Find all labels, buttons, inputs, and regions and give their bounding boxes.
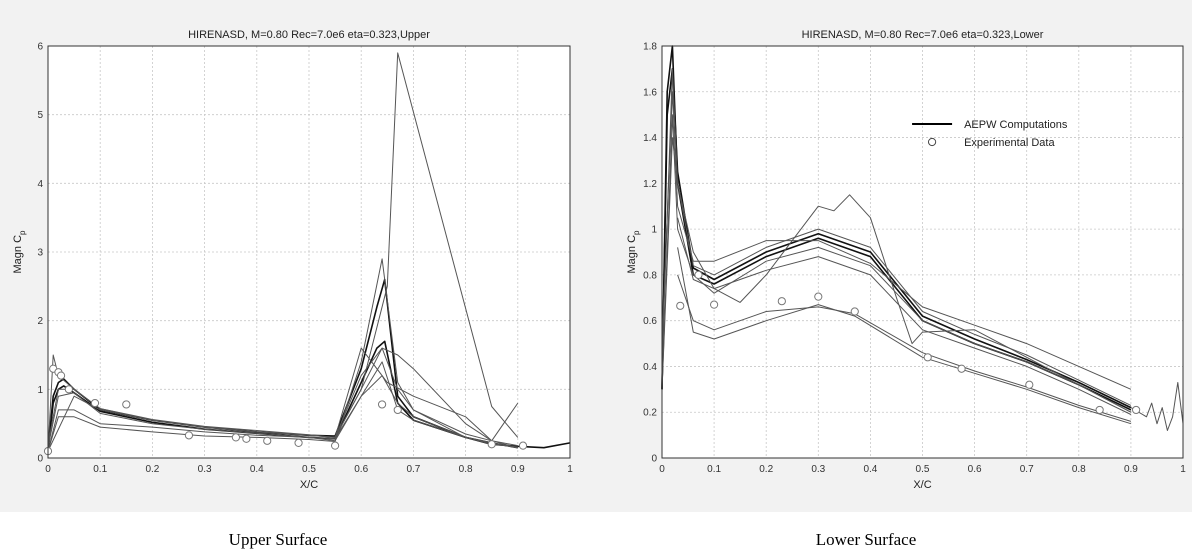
x-axis-label: X/C	[300, 479, 318, 491]
experimental-data-point	[122, 400, 131, 409]
y-tick-label: 0.6	[643, 316, 657, 327]
legend-circle-marker	[927, 137, 937, 147]
computation-series-line	[661, 137, 1132, 415]
y-axis-label-subscript: p	[18, 230, 27, 235]
chart-lower-surface: 0 0.1 0.2 0.3 0.4 0.5 0.6 0.7 0.8 0.9 1 0 0.2 0.4 0.6 0…	[626, 29, 1186, 491]
x-tick-label: 0.2	[759, 464, 773, 475]
computation-series-line	[677, 194, 1132, 413]
x-tick-label: 0.9	[511, 464, 525, 475]
experimental-data-point	[90, 398, 100, 408]
legend-label: Experimental Data	[964, 137, 1055, 149]
experimental-data-point	[487, 440, 496, 449]
computation-series-line	[47, 258, 518, 452]
experimental-data-point	[331, 441, 340, 450]
computation-series-line	[47, 52, 519, 452]
y-axis-label-subscript: p	[632, 230, 641, 235]
x-tick-label: 0.3	[811, 464, 825, 475]
experimental-data-point	[56, 371, 66, 380]
x-tick-label: 0.6	[968, 464, 982, 475]
caption-lower-surface: Lower Surface	[815, 530, 917, 549]
experimental-data-point	[64, 385, 73, 394]
experimental-data-point	[184, 431, 194, 440]
y-axis-label-text: Magn C	[12, 235, 24, 274]
x-tick-label: 1	[567, 464, 573, 475]
experimental-data-point	[242, 434, 251, 443]
experimental-data-point	[263, 436, 272, 445]
x-tick-label: 0.7	[406, 464, 420, 475]
x-tick-label: 0.6	[354, 464, 368, 475]
computation-series-line	[677, 247, 1132, 425]
y-tick-label: 1	[37, 385, 43, 396]
x-tick-label: 0.9	[1124, 464, 1138, 475]
chart-title: HIRENASD, M=0.80 Rec=7.0e6 eta=0.323,Upp…	[188, 29, 430, 41]
plot-frame	[661, 45, 1184, 459]
caption-upper-surface: Upper Surface	[228, 530, 328, 549]
y-tick-label: 0.4	[643, 362, 657, 373]
y-tick-label: 1.8	[643, 42, 657, 53]
y-tick-label: 3	[37, 248, 43, 259]
experimental-data-point	[1095, 405, 1104, 415]
y-tick-label: 1.2	[643, 179, 657, 190]
x-tick-label: 0.1	[93, 464, 107, 475]
chart-title: HIRENASD, M=0.80 Rec=7.0e6 eta=0.323,Low…	[802, 29, 1044, 41]
y-axis-label-text: Magn C	[626, 235, 638, 274]
legend: AEPW Computations Experimental Data	[912, 119, 1068, 149]
y-tick-label: 6	[37, 42, 43, 53]
experimental-data-point	[694, 270, 703, 279]
y-tick-label: 2	[37, 316, 43, 327]
experimental-data-point	[923, 353, 932, 362]
experimental-data-point	[231, 433, 241, 442]
y-tick-label: 0	[37, 454, 43, 465]
computation-series-line	[661, 91, 1132, 390]
chart-upper-surface: 0 0.1 0.2 0.3 0.4 0.5 0.6 0.7 0.8 0.9 1 0 1 2 3 4 5 6 HIRE…	[12, 29, 573, 491]
y-tick-label: 0	[651, 454, 657, 465]
x-tick-label: 0.7	[1020, 464, 1034, 475]
y-tick-label: 0.2	[643, 408, 657, 419]
x-axis-label: X/C	[913, 479, 931, 491]
y-tick-label: 1.6	[643, 87, 657, 98]
experimental-data-point	[777, 297, 786, 306]
y-axis-label: Magn Cp	[626, 230, 641, 274]
x-tick-label: 0.2	[145, 464, 159, 475]
y-tick-label: 5	[37, 110, 43, 121]
experimental-data-point	[1025, 380, 1034, 389]
x-tick-label: 1	[1180, 464, 1186, 475]
x-tick-label: 0.8	[459, 464, 473, 475]
x-tick-label: 0.3	[198, 464, 212, 475]
experimental-data-point	[850, 307, 859, 316]
x-tick-label: 0.4	[250, 464, 264, 475]
x-tick-label: 0.5	[302, 464, 316, 475]
x-tick-label: 0.1	[707, 464, 721, 475]
y-tick-label: 4	[37, 179, 43, 190]
x-tick-label: 0.5	[916, 464, 930, 475]
x-tick-label: 0.8	[1072, 464, 1086, 475]
plot-frame	[47, 45, 571, 459]
computation-series-line	[661, 114, 1132, 413]
experimental-data-point	[814, 292, 823, 301]
y-tick-label: 0.8	[643, 270, 657, 281]
experimental-data-point	[710, 300, 719, 309]
experimental-data-point	[377, 400, 387, 409]
legend-label: AEPW Computations	[964, 119, 1068, 131]
y-tick-label: 1	[651, 225, 657, 236]
experimental-data-point	[518, 441, 528, 450]
computation-series-line	[47, 375, 518, 452]
x-tick-label: 0	[45, 464, 51, 475]
x-tick-label: 0	[659, 464, 665, 475]
y-tick-label: 1.4	[643, 133, 657, 144]
experimental-data-point	[294, 438, 303, 447]
experimental-data-point	[957, 364, 966, 373]
y-axis-label: Magn Cp	[12, 230, 27, 274]
x-tick-label: 0.4	[863, 464, 877, 475]
experimental-data-point	[393, 405, 402, 415]
experimental-data-point	[676, 301, 685, 310]
computation-series-line	[1130, 382, 1184, 431]
experimental-data-point	[1132, 405, 1141, 415]
